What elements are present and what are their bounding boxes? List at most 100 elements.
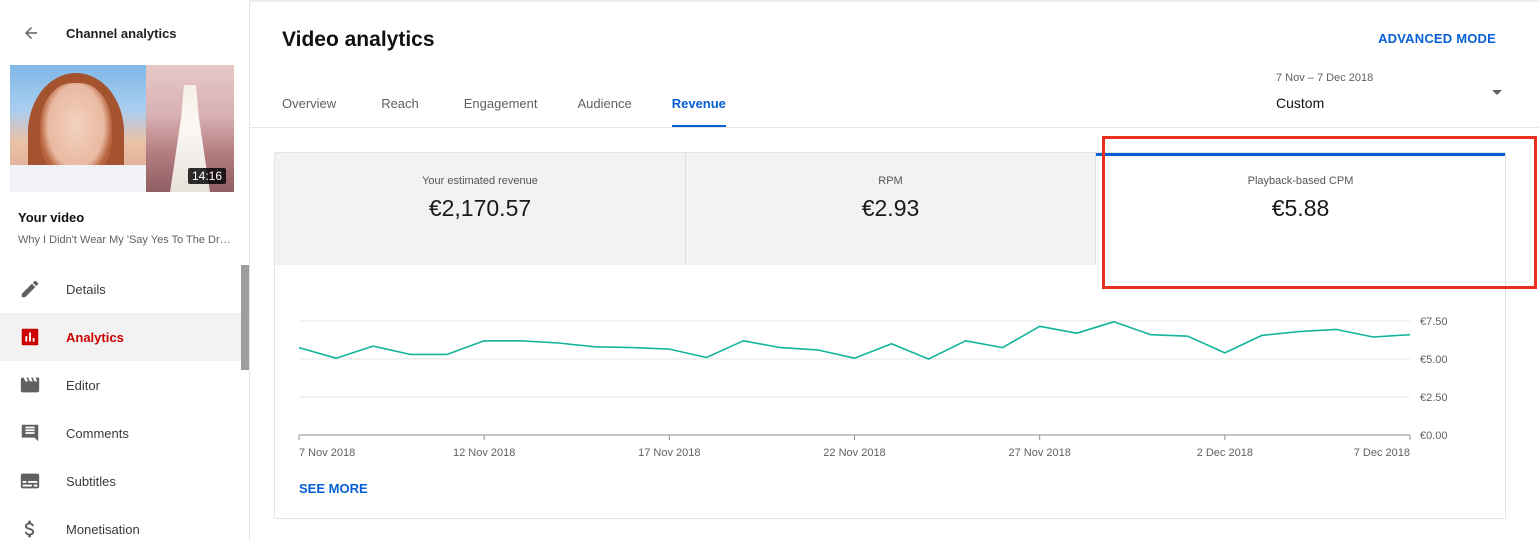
tab-audience[interactable]: Audience [577,96,632,111]
data-point[interactable] [1038,324,1042,328]
tab-revenue[interactable]: Revenue [671,84,727,128]
see-more-link[interactable]: SEE MORE [299,481,368,496]
data-point[interactable] [556,341,560,345]
date-range-value: Custom [1276,95,1325,111]
x-tick-label: 12 Nov 2018 [453,447,515,459]
data-point[interactable] [815,348,819,352]
data-point[interactable] [1001,346,1005,350]
sidebar-item-label: Comments [66,425,129,441]
pencil-icon [18,277,42,301]
data-point[interactable] [1075,331,1079,335]
data-point[interactable] [741,339,745,343]
metric-label: Your estimated revenue [422,175,538,187]
data-point[interactable] [853,356,857,360]
sidebar-item-monetisation[interactable]: Monetisation [0,505,241,553]
video-thumbnail[interactable]: 14:16 [10,65,234,192]
tab-reach[interactable]: Reach [381,96,419,111]
x-tick-label: 2 Dec 2018 [1197,447,1253,459]
main-content: Video analytics ADVANCED MODE Overview R… [250,0,1539,541]
metric-rpm[interactable]: RPM €2.93 [685,153,1095,265]
date-range-text: 7 Nov – 7 Dec 2018 [1276,72,1374,84]
sidebar-item-comments[interactable]: Comments [0,409,241,457]
data-point[interactable] [408,352,412,356]
sidebar-item-analytics[interactable]: Analytics [0,313,241,361]
sidebar-item-label: Monetisation [66,521,140,537]
cpm-line-chart: €0.00 €2.50 €5.00 €7.50 7 Nov 2018 12 Nov 201… [297,316,1448,459]
page-title: Video analytics [282,28,435,51]
data-point[interactable] [667,347,671,351]
metric-value: €2.93 [861,195,920,221]
data-point[interactable] [1297,330,1301,334]
data-point[interactable] [593,345,597,349]
data-point[interactable] [519,339,523,343]
y-tick-label: €7.50 [1420,316,1448,328]
advanced-mode-button[interactable]: ADVANCED MODE [1378,31,1496,46]
metric-value: €5.88 [1271,195,1330,221]
data-point[interactable] [1186,334,1190,338]
x-tick-label: 22 Nov 2018 [823,447,885,459]
data-point[interactable] [1260,333,1264,337]
sidebar-scrollbar[interactable] [241,265,249,370]
metric-tabs: Your estimated revenue €2,170.57 RPM €2.… [275,153,1505,265]
metric-value: €2,170.57 [428,195,532,221]
data-point[interactable] [445,352,449,356]
data-point[interactable] [1112,320,1116,324]
data-point[interactable] [927,357,931,361]
dropdown-caret-icon [1492,90,1502,95]
data-point[interactable] [482,339,486,343]
y-tick-label: €5.00 [1420,354,1448,366]
tabs-divider [250,127,1539,128]
data-point[interactable] [1334,327,1338,331]
metric-estimated-revenue[interactable]: Your estimated revenue €2,170.57 [275,153,685,265]
analytics-icon [18,325,42,349]
metric-label: RPM [878,175,903,187]
data-point[interactable] [778,346,782,350]
video-title: Why I Didn't Wear My 'Say Yes To The Dre… [18,234,233,246]
metric-playback-cpm[interactable]: Playback-based CPM €5.88 [1095,153,1505,265]
x-tick-label: 7 Dec 2018 [1354,447,1410,459]
thumbnail-left-frame [10,65,146,192]
sidebar-item-editor[interactable]: Editor [0,361,241,409]
analytics-tabs: Overview Reach Engagement Audience Reven… [282,84,727,128]
data-point[interactable] [1371,335,1375,339]
sidebar-item-label: Subtitles [66,473,116,489]
date-range-dropdown[interactable]: 7 Nov – 7 Dec 2018 Custom [1276,68,1506,118]
data-point[interactable] [1149,333,1153,337]
data-point[interactable] [371,344,375,348]
data-point[interactable] [964,339,968,343]
sidebar-item-subtitles[interactable]: Subtitles [0,457,241,505]
tab-engagement[interactable]: Engagement [463,96,538,111]
channel-analytics-title: Channel analytics [66,25,177,41]
data-point[interactable] [630,346,634,350]
thumbnail-shirt [10,165,146,192]
sidebar-item-label: Details [66,281,106,297]
series-line [298,320,1411,360]
comment-icon [18,421,42,445]
back-arrow-icon[interactable] [16,18,46,48]
sidebar-nav: Details Analytics Editor Comments Subtit… [0,265,241,553]
data-point[interactable] [1223,351,1227,355]
dollar-icon [18,517,42,541]
data-point[interactable] [704,355,708,359]
data-point[interactable] [297,346,301,350]
your-video-label: Your video [18,210,85,225]
thumbnail-face [40,83,112,179]
video-duration-badge: 14:16 [187,168,226,184]
clapper-icon [18,373,42,397]
sidebar: Channel analytics 14:16 Your video Why I… [0,0,250,541]
y-tick-label: €0.00 [1420,430,1448,442]
x-tick-label: 7 Nov 2018 [299,447,355,459]
metric-label: Playback-based CPM [1247,175,1354,187]
data-point[interactable] [1408,333,1412,337]
sidebar-item-label: Analytics [66,329,124,345]
top-divider [250,0,1539,2]
tab-overview[interactable]: Overview [282,96,337,111]
x-tick-label: 27 Nov 2018 [1008,447,1070,459]
x-tick-label: 17 Nov 2018 [638,447,700,459]
data-point[interactable] [334,356,338,360]
sidebar-item-details[interactable]: Details [0,265,241,313]
revenue-card: Your estimated revenue €2,170.57 RPM €2.… [274,136,1537,519]
data-point[interactable] [890,342,894,346]
sidebar-item-label: Editor [66,377,100,393]
sidebar-header: Channel analytics [0,14,250,52]
